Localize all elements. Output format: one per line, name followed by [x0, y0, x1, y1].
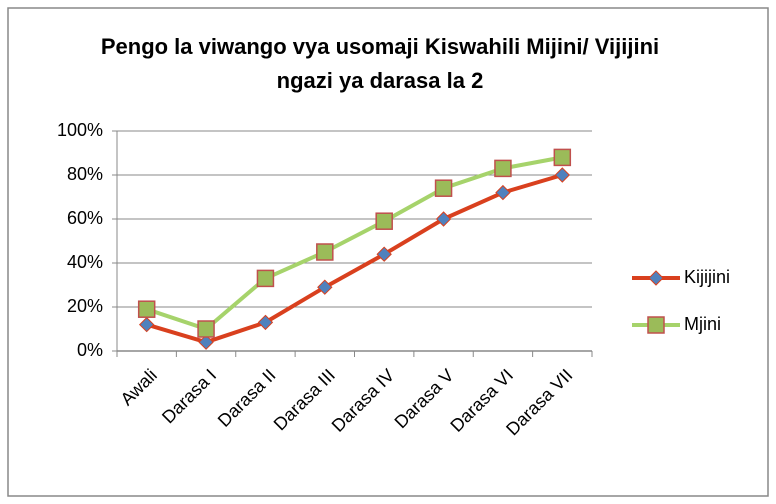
y-tick-label: 80% [67, 164, 103, 184]
point [197, 320, 215, 338]
point [316, 243, 334, 261]
point [375, 212, 393, 230]
y-tick-label: 100% [57, 120, 103, 140]
legend-label: Kijijini [684, 267, 730, 287]
point [137, 300, 156, 318]
y-tick-label: 20% [67, 296, 103, 316]
point [256, 269, 275, 288]
y-tick-label: 40% [67, 252, 103, 272]
series-line [146, 155, 563, 331]
point [648, 270, 664, 286]
point [553, 148, 572, 167]
chart-title: Pengo la viwango vya usomaji Kiswahili M… [100, 34, 660, 93]
point [376, 246, 392, 262]
point [198, 334, 214, 350]
point [317, 279, 333, 295]
point [257, 314, 274, 331]
point [435, 211, 452, 227]
point [434, 179, 453, 197]
point [138, 316, 155, 333]
legend-label: Mjini [684, 314, 721, 334]
point [494, 159, 512, 178]
point [554, 167, 571, 183]
point [647, 316, 665, 334]
series-line [146, 173, 563, 345]
y-tick-label: 60% [67, 208, 103, 228]
y-tick-label: 0% [77, 340, 103, 360]
point [495, 184, 511, 201]
